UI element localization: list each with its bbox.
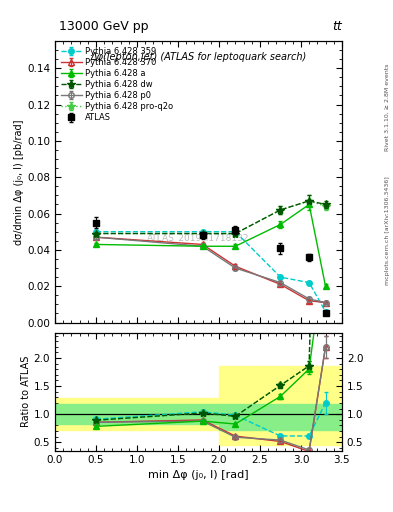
Legend: Pythia 6.428 359, Pythia 6.428 370, Pythia 6.428 a, Pythia 6.428 dw, Pythia 6.42: Pythia 6.428 359, Pythia 6.428 370, Pyth… (59, 45, 175, 124)
Text: tt: tt (332, 20, 342, 33)
Text: mcplots.cern.ch [arXiv:1306.3436]: mcplots.cern.ch [arXiv:1306.3436] (385, 176, 389, 285)
Text: Δφ(lepton,jet) (ATLAS for leptoquark search): Δφ(lepton,jet) (ATLAS for leptoquark sea… (90, 52, 307, 62)
Y-axis label: dσ/dmin Δφ (j₀, l) [pb/rad]: dσ/dmin Δφ (j₀, l) [pb/rad] (14, 119, 24, 245)
Text: ATLAS_2019_I1718132: ATLAS_2019_I1718132 (147, 233, 250, 243)
Text: Rivet 3.1.10, ≥ 2.8M events: Rivet 3.1.10, ≥ 2.8M events (385, 64, 389, 151)
Text: 13000 GeV pp: 13000 GeV pp (59, 20, 149, 33)
X-axis label: min Δφ (j₀, l) [rad]: min Δφ (j₀, l) [rad] (148, 470, 249, 480)
Y-axis label: Ratio to ATLAS: Ratio to ATLAS (21, 356, 31, 428)
